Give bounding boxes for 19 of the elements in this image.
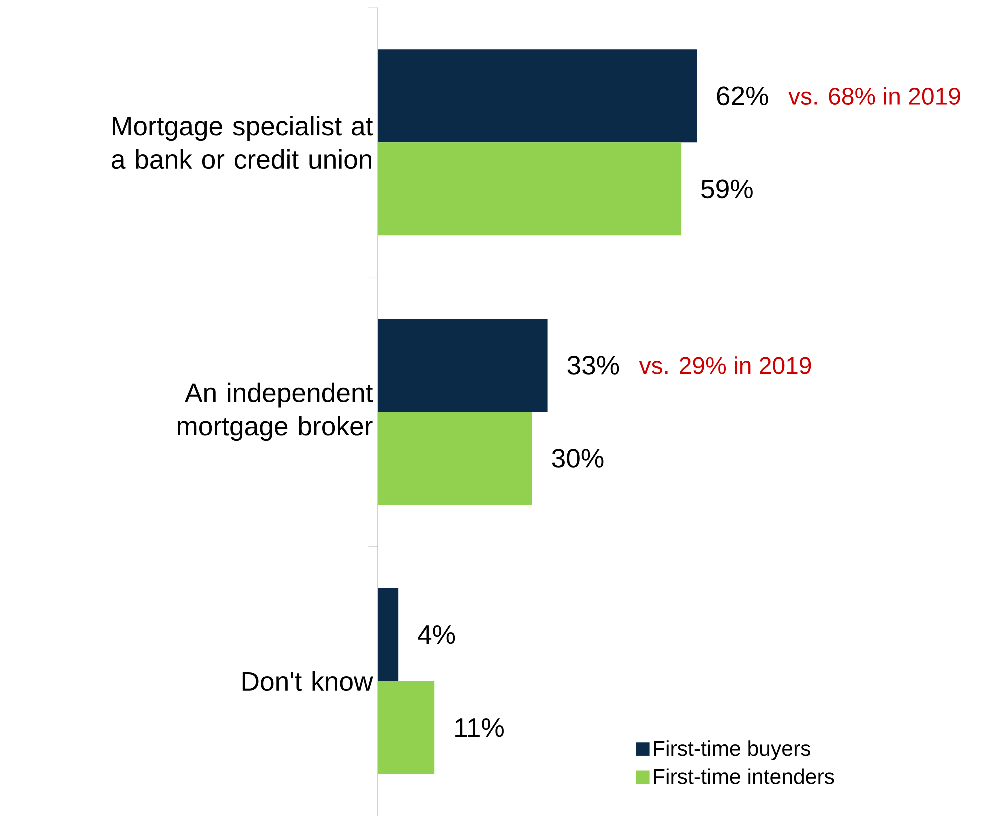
text: vs. 68% in 2019 (788, 87, 960, 105)
data-label: 30% (552, 449, 604, 468)
y-tick-label: Don't know (242, 672, 374, 692)
bar (378, 318, 548, 412)
legend-label: First-time buyers (654, 740, 810, 760)
bar (378, 681, 435, 774)
data-label: 11% (456, 718, 504, 738)
data-label: 4% (418, 625, 456, 644)
data-label: 59% (702, 180, 753, 199)
legend-label: First-time intenders (654, 768, 834, 784)
data-label: 33% (568, 356, 620, 375)
bar (378, 588, 399, 682)
data-label: 62% (717, 86, 768, 106)
y-tick-label: Mortgage specialist at a bank or credit union (112, 116, 374, 170)
bar (378, 50, 698, 143)
bar (378, 142, 682, 236)
y-tick-label: An independent mortgage broker (178, 382, 374, 442)
annotation: vs. 29% in 2019 (639, 356, 812, 374)
bar (378, 412, 532, 506)
